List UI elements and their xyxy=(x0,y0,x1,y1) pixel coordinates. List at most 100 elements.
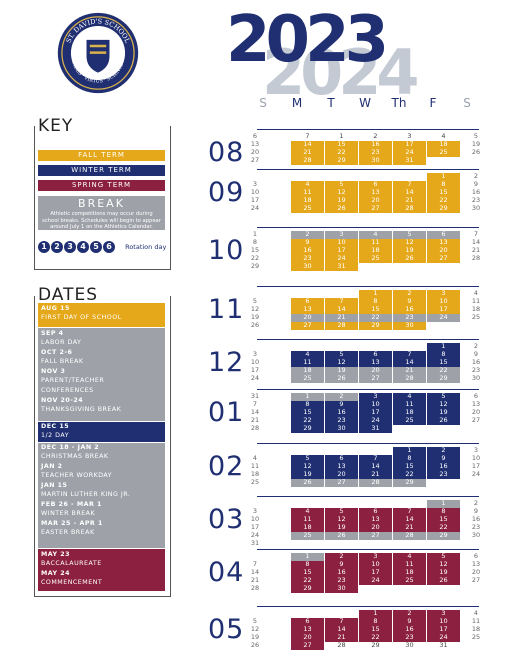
day-cell: 14 xyxy=(250,568,260,576)
day-cell: 19 xyxy=(325,196,358,205)
month-divider xyxy=(257,169,479,170)
day-cell: 19 xyxy=(291,470,324,479)
day-cell: 20 xyxy=(471,408,481,416)
day-cell: 12 xyxy=(291,462,324,471)
day-cell: 26 xyxy=(393,254,426,263)
day-cell: 22 xyxy=(291,416,324,425)
day-cell: 12 xyxy=(393,238,426,247)
day-cell: 18 xyxy=(471,305,481,313)
day-cell: 15 xyxy=(359,305,392,314)
day-cell: 11 xyxy=(250,462,260,470)
day-cell: 29 xyxy=(325,156,358,165)
day-cell: 29 xyxy=(291,424,324,433)
day-cell: 29 xyxy=(427,531,460,540)
day-cell: 2 xyxy=(427,446,460,455)
dates-block-spring xyxy=(38,549,165,591)
event-label: TEACHER WORKDAY xyxy=(41,472,113,479)
day-cell: 14 xyxy=(471,238,481,246)
event-label: COMMENCEMENT xyxy=(41,579,103,586)
day-cell: 29 xyxy=(427,374,460,383)
day-cell: 8 xyxy=(427,350,460,359)
day-cell: 21 xyxy=(393,196,426,205)
day-cell: 15 xyxy=(291,568,324,577)
day-cell: 5 xyxy=(325,350,358,359)
day-cell: 2 xyxy=(473,342,479,350)
day-header-2: T xyxy=(327,96,335,110)
month-divider xyxy=(257,339,479,340)
day-cell: 16 xyxy=(325,568,358,577)
month-divider xyxy=(257,549,479,550)
day-cell: 12 xyxy=(250,305,260,313)
month-label-05: 05 xyxy=(208,614,245,645)
day-cell: 18 xyxy=(291,366,324,375)
day-cell: 16 xyxy=(359,140,392,149)
day-cell: 13 xyxy=(250,140,260,148)
day-cell: 12 xyxy=(325,515,358,524)
day-cell: 24 xyxy=(427,313,460,322)
day-cell: 3 xyxy=(325,230,358,239)
day-cell: 25 xyxy=(427,148,460,157)
day-cell: 24 xyxy=(471,470,481,478)
day-cell: 5 xyxy=(325,180,358,189)
day-cell: 1 xyxy=(339,132,344,140)
day-cell: 14 xyxy=(393,188,426,197)
month-label-11: 11 xyxy=(208,294,245,325)
event-date: MAR 25 - APR 1 xyxy=(41,520,103,527)
day-cell: 21 xyxy=(393,523,426,532)
day-cell: 22 xyxy=(325,148,358,157)
day-cell: 25 xyxy=(291,531,324,540)
day-cell: 2 xyxy=(291,230,324,239)
day-cell: 8 xyxy=(359,617,392,626)
day-cell: 17 xyxy=(393,140,426,149)
day-cell: 8 xyxy=(393,454,426,463)
day-cell: 27 xyxy=(325,478,358,487)
day-cell: 31 xyxy=(393,156,426,165)
day-cell: 2 xyxy=(393,289,426,298)
day-cell: 29 xyxy=(291,584,324,593)
day-cell: 8 xyxy=(427,180,460,189)
event-label: BACCALAUREATE xyxy=(41,560,102,567)
day-cell: 16 xyxy=(471,188,481,196)
day-cell: 19 xyxy=(427,568,460,577)
day-cell: 7 xyxy=(252,400,258,408)
day-cell: 20 xyxy=(325,470,358,479)
day-cell: 4 xyxy=(291,180,324,189)
day-cell: 7 xyxy=(252,560,258,568)
day-cell: 20 xyxy=(427,246,460,255)
key-panel xyxy=(34,126,171,270)
day-cell: 30 xyxy=(471,531,481,539)
day-cell: 8 xyxy=(252,238,258,246)
month-divider xyxy=(257,129,479,130)
month-label-12: 12 xyxy=(208,347,245,378)
day-header-0: S xyxy=(259,96,267,110)
day-cell: 12 xyxy=(325,358,358,367)
day-cell: 26 xyxy=(325,204,358,213)
event-date: NOV 20-24 xyxy=(41,397,84,404)
day-cell: 3 xyxy=(252,180,258,188)
day-cell: 11 xyxy=(291,358,324,367)
day-cell: 20 xyxy=(359,523,392,532)
day-cell: 18 xyxy=(291,196,324,205)
day-cell: 11 xyxy=(359,238,392,247)
event-date: DEC 15 xyxy=(41,423,70,430)
event-label: MARTIN LUTHER KING JR. xyxy=(41,491,131,498)
day-cell: 8 xyxy=(359,297,392,306)
day-cell: 3 xyxy=(252,350,258,358)
day-cell: 1 xyxy=(359,289,392,298)
event-date: OCT 2-6 xyxy=(41,349,73,356)
key-break-note: Athletic competitions may occur during s… xyxy=(42,211,161,230)
day-cell: 17 xyxy=(250,366,260,374)
year-title: 2023 xyxy=(226,3,389,77)
day-cell: 4 xyxy=(441,132,446,140)
event-label: THANKSGIVING BREAK xyxy=(41,406,122,413)
day-cell: 25 xyxy=(291,374,324,383)
day-cell: 13 xyxy=(325,462,358,471)
day-cell: 7 xyxy=(393,507,426,516)
day-cell: 4 xyxy=(291,507,324,516)
day-cell: 23 xyxy=(471,523,481,531)
day-cell: 24 xyxy=(359,576,392,585)
day-cell: 27 xyxy=(291,641,324,650)
day-cell: 22 xyxy=(393,470,426,479)
day-cell: 12 xyxy=(427,400,460,409)
day-cell: 22 xyxy=(427,366,460,375)
